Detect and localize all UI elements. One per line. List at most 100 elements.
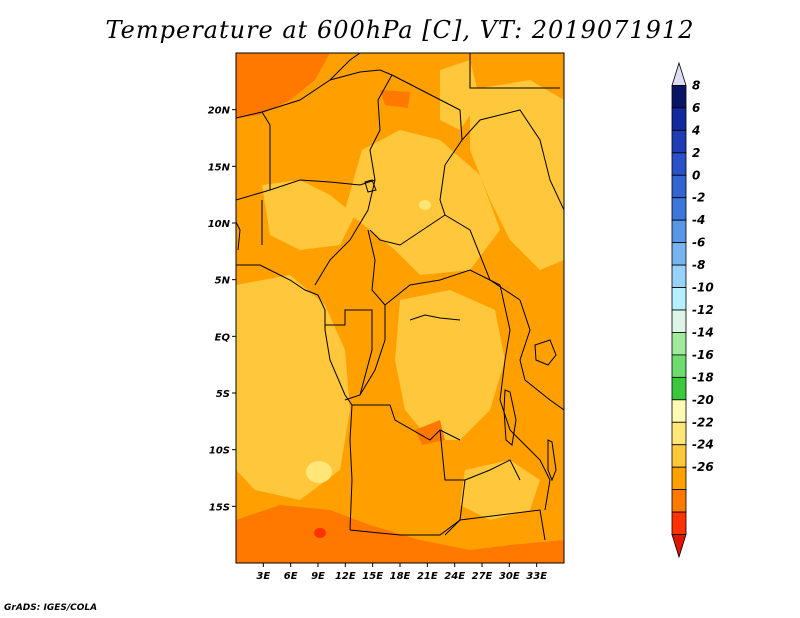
coastline-west bbox=[236, 264, 353, 531]
colorbar-label: -20 bbox=[692, 393, 714, 407]
lat-tick-label: 10N bbox=[208, 219, 231, 230]
colorbar-label: -14 bbox=[692, 325, 714, 339]
lon-tick-label: 3E bbox=[256, 571, 270, 582]
map-title: Temperature at 600hPa [C], VT: 201907191… bbox=[105, 16, 695, 44]
border-botswana bbox=[459, 509, 546, 541]
border-drc-east bbox=[499, 284, 521, 441]
colorbar-swatch bbox=[671, 129, 687, 154]
field-4-6-south bbox=[236, 505, 564, 563]
colorbar-swatch bbox=[671, 197, 687, 221]
field-6-8-spot bbox=[314, 528, 326, 538]
border-gulf-islands bbox=[236, 221, 241, 251]
lat-tick-label: 20N bbox=[208, 106, 231, 117]
field-m2-0-patch bbox=[306, 461, 332, 483]
border-kenya-uganda bbox=[519, 299, 531, 381]
colorbar-swatch bbox=[671, 466, 687, 491]
colorbar-swatch bbox=[671, 444, 687, 468]
border-algeria-libya bbox=[236, 53, 361, 119]
lat-tick-label: 15S bbox=[209, 502, 230, 513]
political-borders bbox=[236, 53, 564, 541]
border-sudan-ethiopia bbox=[461, 109, 564, 211]
colorbar-label: -22 bbox=[692, 415, 714, 429]
border-chad-sudan bbox=[391, 74, 463, 216]
colorbar-label: -24 bbox=[692, 438, 714, 452]
field-4-6-angola bbox=[415, 420, 445, 445]
border-angola-namibia bbox=[349, 519, 461, 536]
lon-tick-label: 12E bbox=[335, 571, 356, 582]
border-nigeria-cameroon bbox=[314, 179, 376, 286]
border-cameroon-car bbox=[367, 229, 386, 306]
lat-tick-label: 5N bbox=[215, 276, 231, 287]
colorbar-swatch bbox=[671, 376, 687, 401]
colorbar-swatch bbox=[671, 309, 687, 333]
colorbar-label: 2 bbox=[692, 146, 700, 160]
border-chad-car bbox=[369, 214, 446, 246]
field-4-6-north bbox=[380, 90, 410, 108]
border-congo-drc bbox=[344, 305, 386, 401]
colorbar-label: -4 bbox=[692, 213, 705, 227]
lon-tick-label: 6E bbox=[284, 571, 298, 582]
colorbar-swatch bbox=[671, 287, 687, 311]
border-gabon-congo bbox=[325, 309, 373, 396]
colorbar-label: -6 bbox=[692, 236, 705, 250]
border-libya-chad bbox=[329, 69, 393, 81]
border-egypt-sudan bbox=[469, 53, 560, 89]
colorbar-swatch bbox=[671, 511, 687, 535]
lat-tick-label: 5S bbox=[216, 389, 230, 400]
border-niger-chad bbox=[369, 74, 393, 181]
colorbar-swatch bbox=[671, 107, 687, 131]
colorbar-swatch bbox=[671, 61, 687, 86]
lat-tick-label: EQ bbox=[215, 332, 231, 343]
colorbar-label: 6 bbox=[692, 101, 700, 115]
lon-tick-label: 9E bbox=[311, 571, 325, 582]
colorbar-label: -10 bbox=[692, 281, 714, 295]
colorbar-label: -26 bbox=[692, 460, 714, 474]
colorbar: 8 6 4 2 0 -2 -4 -6 -8 -10 -12 -14 -16 -18 -20 -22 -24 -26 bbox=[671, 61, 714, 559]
colorbar-label: -16 bbox=[692, 348, 714, 362]
field-0-2-congo-east bbox=[395, 290, 505, 440]
colorbar-swatch bbox=[671, 85, 687, 109]
field-0-2-southeast bbox=[460, 460, 540, 520]
colorbar-swatch bbox=[671, 332, 687, 356]
lake-malawi bbox=[547, 439, 557, 482]
longitude-axis: 3E 6E 9E 12E 15E 18E 21E 24E 27E 30E 33E bbox=[256, 563, 547, 582]
border-mozambique bbox=[519, 439, 551, 511]
lat-tick-label: 10S bbox=[209, 446, 230, 457]
border-mali-niger bbox=[236, 111, 271, 201]
lake-chad bbox=[364, 179, 377, 193]
colorbar-swatch bbox=[671, 421, 687, 446]
colorbar-swatch bbox=[671, 354, 687, 378]
colorbar-swatch bbox=[671, 489, 687, 513]
colorbar-label: 4 bbox=[691, 123, 700, 137]
field-0-2-west-sahel bbox=[262, 180, 355, 250]
border-drc-angola bbox=[352, 404, 461, 441]
field-4-6-northwest bbox=[236, 53, 330, 118]
colorbar-swatch bbox=[671, 152, 687, 176]
lake-victoria bbox=[534, 339, 557, 366]
field-0-2-east-africa bbox=[470, 80, 564, 270]
border-tanzania bbox=[524, 379, 564, 411]
colorbar-label: -2 bbox=[692, 191, 705, 205]
lon-tick-label: 15E bbox=[362, 571, 383, 582]
lon-tick-label: 21E bbox=[417, 571, 438, 582]
colorbar-label: -12 bbox=[692, 303, 714, 317]
colorbar-label: 8 bbox=[692, 78, 700, 92]
colorbar-swatch bbox=[671, 219, 687, 244]
congo-river-outline bbox=[409, 314, 461, 321]
lon-tick-label: 18E bbox=[390, 571, 411, 582]
colorbar-swatch bbox=[671, 534, 687, 559]
colorbar-label: -18 bbox=[692, 370, 714, 384]
border-south-sudan bbox=[444, 214, 521, 301]
border-zambia-south bbox=[464, 459, 521, 481]
colorbar-label: -8 bbox=[692, 258, 705, 272]
field-0-2-west-coast bbox=[236, 275, 350, 500]
lon-tick-label: 33E bbox=[526, 571, 547, 582]
lon-tick-label: 24E bbox=[444, 571, 465, 582]
temperature-field bbox=[236, 53, 564, 563]
colorbar-swatch bbox=[671, 242, 687, 266]
colorbar-swatch bbox=[671, 399, 687, 423]
lat-tick-label: 15N bbox=[208, 162, 231, 173]
grads-credit: GrADS: IGES/COLA bbox=[4, 603, 98, 613]
latitude-axis: 20N 15N 10N 5N EQ 5S 10S 15S bbox=[208, 106, 236, 513]
